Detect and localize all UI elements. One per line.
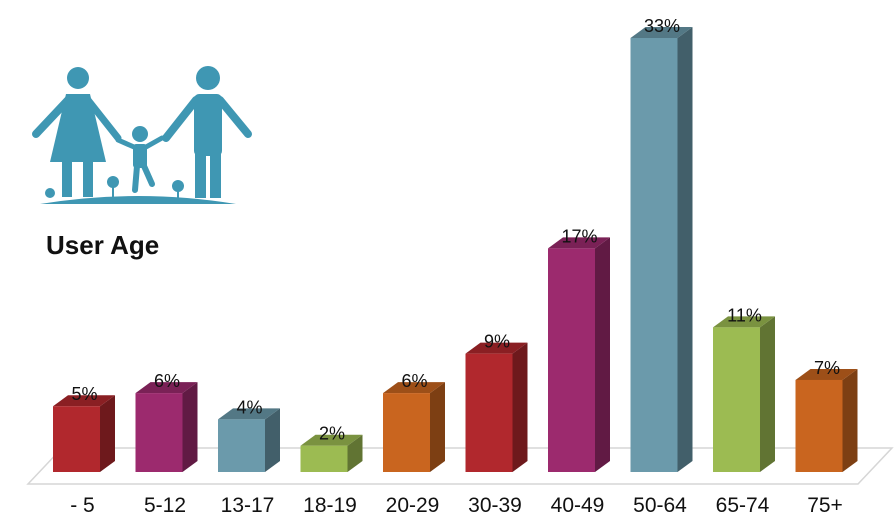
x-tick-label: 18-19 [303,494,357,517]
bars-layer [53,27,858,472]
bar-6 [465,342,528,472]
bar-10 [795,368,858,472]
bar-side [760,316,775,472]
bar-front [218,419,265,472]
bar-top [465,342,528,354]
bar-4 [300,434,363,472]
data-label: 6% [154,371,180,391]
bar-front [630,38,678,472]
bar-1 [53,395,115,472]
bar-top [713,316,775,328]
bar-side [842,368,858,472]
x-tick-label: 13-17 [221,494,275,517]
bar-top [630,27,693,38]
bar-top [383,382,445,394]
bar-top [53,395,115,407]
bar-side [595,237,610,472]
bar-2 [135,382,198,472]
bar-front [383,393,430,472]
bar-8 [630,27,693,472]
data-label: 9% [484,332,510,352]
x-tick-label: 50-64 [633,494,687,517]
bar-front [548,248,595,472]
bar-7 [548,237,610,472]
bar-top [548,237,610,249]
bar-front [53,406,100,472]
data-label: 17% [561,226,597,246]
bar-front [795,379,843,472]
data-label: 6% [401,371,427,391]
bar-side [182,382,198,472]
data-label: 5% [71,384,97,404]
bar-side [265,408,280,472]
bar-side [512,342,528,472]
data-label: 4% [236,397,262,417]
bar-3 [218,408,280,472]
family-icon [32,66,252,204]
bar-side [347,434,363,472]
bar-front [713,327,760,472]
x-tick-label: 40-49 [551,494,605,517]
bar-front [465,353,513,472]
bar-9 [713,316,775,472]
x-tick-label: 5-12 [144,494,186,517]
bar-5 [383,382,445,472]
data-label: 33% [644,16,680,36]
chart-title: User Age [46,230,160,260]
x-tick-label: - 5 [70,494,95,517]
bar-side [100,395,115,472]
data-label: 7% [814,358,840,378]
bar-top [795,368,858,380]
x-tick-label: 30-39 [468,494,522,517]
bar-side [677,27,693,472]
bar-top [300,434,363,446]
data-label: 11% [727,305,762,325]
bar-front [300,445,348,472]
bar-front [135,393,183,472]
x-tick-label: 65-74 [716,494,770,517]
data-label: 2% [319,424,345,444]
bar-top [218,408,280,420]
bar-side [430,382,445,472]
bar-top [135,382,198,394]
x-tick-label: 75+ [807,494,843,517]
x-tick-label: 20-29 [386,494,440,517]
labels-layer: 5% - 5 6% 5-12 4% 13-17 2% 18-19 6% 20-29 9% 30-39 1… [70,16,843,517]
